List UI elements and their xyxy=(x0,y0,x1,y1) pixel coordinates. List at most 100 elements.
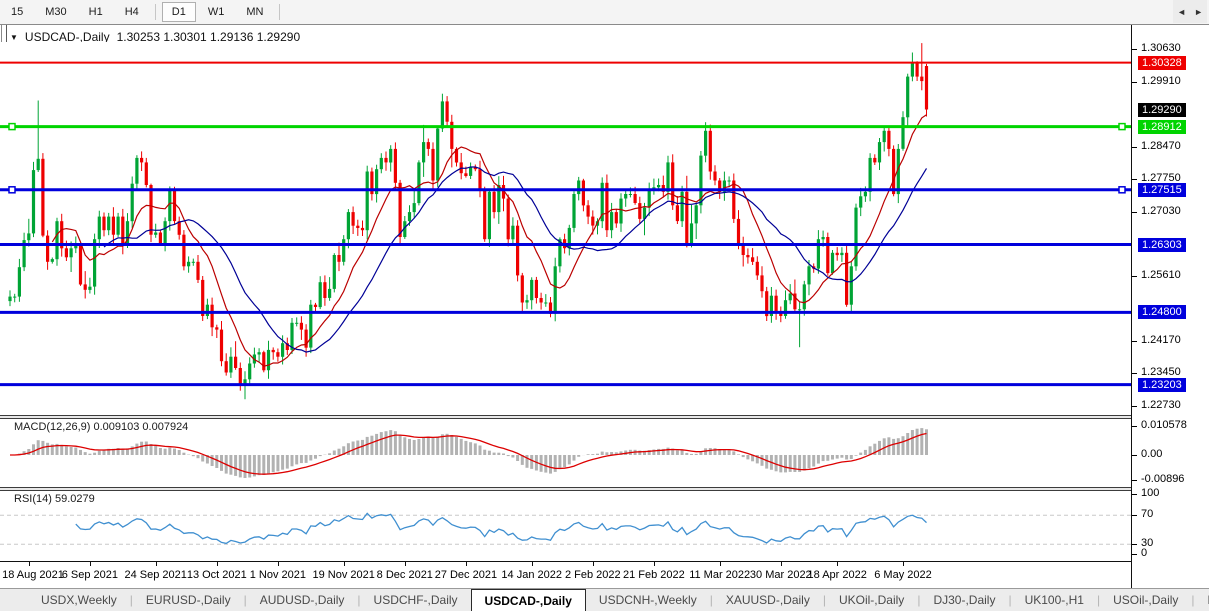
date-axis-label: 18 Apr 2022 xyxy=(807,569,867,581)
rsi-name: RSI(14) xyxy=(14,493,52,505)
axis-tick-mark xyxy=(1132,340,1137,342)
axis-tick-mark xyxy=(1132,81,1137,83)
price-axis-tick: 1.29910 xyxy=(1141,74,1181,87)
date-axis-label: 13 Oct 2021 xyxy=(186,569,247,581)
axis-tick-mark xyxy=(1132,493,1137,495)
date-tick-mark xyxy=(531,562,533,566)
axis-tick-mark xyxy=(1132,426,1137,427)
timeframe-button-W1[interactable]: W1 xyxy=(207,6,225,18)
current-price-label: 1.29290 xyxy=(1138,102,1186,117)
date-tick-mark xyxy=(343,562,345,566)
date-tick-mark xyxy=(653,562,655,566)
price-axis-tick: 1.30630 xyxy=(1141,42,1181,54)
chart-tab-ukoil-daily[interactable]: UKOil-,Daily xyxy=(838,593,905,607)
date-tick-mark xyxy=(155,562,157,566)
pane-resize-divider[interactable] xyxy=(0,415,1131,419)
price-axis: 1.30630 1.29910 1.28470 1.27750 1.27030 1.256… xyxy=(1131,25,1209,588)
chart-dropdown-icon[interactable]: ▼ xyxy=(10,32,18,42)
hline-price-label: 1.30328 xyxy=(1138,55,1186,70)
macd-axis-tick: 0.00 xyxy=(1141,448,1163,460)
price-axis-tick: 1.27750 xyxy=(1141,172,1181,185)
axis-tick-mark xyxy=(1132,405,1137,407)
date-axis-label: 6 May 2022 xyxy=(874,569,932,581)
axis-tick-mark xyxy=(1132,275,1137,277)
tab-separator: | xyxy=(822,593,826,607)
hline-price-label: 1.24800 xyxy=(1138,305,1186,320)
date-axis-label: 14 Jan 2022 xyxy=(501,569,562,581)
price-axis-tick: 1.23450 xyxy=(1141,366,1181,379)
chart-tab-eurusd-daily[interactable]: EURUSD-,Daily xyxy=(145,593,231,607)
price-chart-pane[interactable] xyxy=(0,42,1131,415)
rsi-axis-tick: 30 xyxy=(1141,537,1154,550)
macd-name: MACD(12,26,9) xyxy=(14,421,91,433)
macd-pane[interactable]: MACD(12,26,9) 0.009103 0.007924 xyxy=(0,419,1131,487)
macd-label: MACD(12,26,9) 0.009103 0.007924 xyxy=(14,421,188,433)
date-tick-mark xyxy=(89,562,91,566)
macd-axis-tick: -0.00896 xyxy=(1141,472,1185,485)
axis-tick-mark xyxy=(1132,146,1137,148)
price-axis-tick: 1.28470 xyxy=(1141,139,1181,152)
hline-price-label: 1.27515 xyxy=(1138,182,1186,197)
chart-tab-dj30-daily[interactable]: DJ30-,Daily xyxy=(933,593,996,607)
toolbar-separator xyxy=(279,4,281,20)
timeframe-button-H4[interactable]: H4 xyxy=(124,6,139,18)
date-axis: 18 Aug 2021 6 Sep 2021 24 Sep 2021 13 Oct 2… xyxy=(0,561,1131,589)
date-axis-label: 27 Dec 2021 xyxy=(434,569,498,581)
tab-separator: | xyxy=(917,593,921,607)
date-tick-mark xyxy=(216,562,218,566)
timeframe-button-15[interactable]: 15 xyxy=(11,6,24,18)
axis-tick-mark xyxy=(1132,211,1137,213)
rsi-axis-tick: 0 xyxy=(1141,547,1148,559)
date-tick-mark xyxy=(592,562,594,566)
axis-tick-mark xyxy=(1132,479,1137,481)
price-axis-tick: 1.22730 xyxy=(1141,398,1181,411)
timeframe-button-M30[interactable]: M30 xyxy=(45,6,67,18)
tab-separator: | xyxy=(1008,593,1012,607)
tab-separator: | xyxy=(1096,593,1101,607)
tab-scroll-left-icon[interactable]: ◄ xyxy=(1177,6,1187,17)
date-axis-label: 21 Feb 2022 xyxy=(623,569,685,581)
chart-tab-usdcad-daily[interactable]: USDCAD-,Daily xyxy=(470,589,586,611)
date-axis-label: 19 Nov 2021 xyxy=(312,569,375,581)
chart-tab-usoil-daily[interactable]: USOil-,Daily xyxy=(1113,593,1179,607)
chart-title-row: ▼ USDCAD-,Daily 1.30253 1.30301 1.29136 … xyxy=(10,30,300,44)
axis-tick-mark xyxy=(1132,49,1137,50)
chart-tab-usdx-weekly[interactable]: USDX,Weekly xyxy=(41,593,117,607)
date-tick-mark xyxy=(28,562,30,566)
chart-tab-hk50[interactable]: HK50-, xyxy=(1195,589,1209,611)
pane-resize-divider[interactable] xyxy=(0,487,1131,491)
rsi-label: RSI(14) 59.0279 xyxy=(14,493,95,505)
tab-separator: | xyxy=(1191,593,1195,607)
price-axis-tick: 1.27030 xyxy=(1141,204,1181,217)
price-axis-tick: 1.25610 xyxy=(1141,268,1181,281)
date-axis-label: 24 Sep 2021 xyxy=(124,569,187,581)
timeframe-button-MN[interactable]: MN xyxy=(246,6,264,18)
chart-tab-audusd-daily[interactable]: AUDUSD-,Daily xyxy=(259,593,345,607)
axis-tick-mark xyxy=(1132,554,1137,555)
axis-tick-mark xyxy=(1132,455,1137,456)
rsi-pane[interactable]: RSI(14) 59.0279 xyxy=(0,491,1131,561)
chart-tab-xauusd-daily[interactable]: XAUUSD-,Daily xyxy=(725,593,810,607)
chart-ohlc-values: 1.30253 1.30301 1.29136 1.29290 xyxy=(116,30,301,44)
timeframe-button-H1[interactable]: H1 xyxy=(88,6,103,18)
axis-tick-mark xyxy=(1132,544,1137,546)
timeframe-toolbar: 15 M30 H1 H4 D1 W1 MN xyxy=(0,0,1209,25)
rsi-axis-tick: 100 xyxy=(1141,486,1160,499)
tab-scroll-right-icon[interactable]: ► xyxy=(1194,6,1203,17)
date-axis-label: 1 Nov 2021 xyxy=(249,569,307,581)
macd-axis-tick: 0.010578 xyxy=(1141,419,1187,431)
tab-separator: | xyxy=(243,593,247,607)
date-axis-label: 6 Sep 2021 xyxy=(61,569,119,581)
chart-tab-usdchf-daily[interactable]: USDCHF-,Daily xyxy=(373,593,458,607)
hline-price-label: 1.26303 xyxy=(1138,237,1186,252)
axis-tick-mark xyxy=(1132,515,1137,517)
chart-tab-usdcnh-weekly[interactable]: USDCNH-,Weekly xyxy=(598,593,697,607)
toolbar-separator xyxy=(154,4,156,20)
date-tick-mark xyxy=(837,562,839,566)
timeframe-button-D1[interactable]: D1 xyxy=(161,2,196,22)
chart-title: USDCAD-,Daily xyxy=(24,30,110,44)
rsi-current-value: 59.0279 xyxy=(54,493,95,505)
axis-tick-mark xyxy=(1132,373,1137,375)
chart-tab-uk100-h1[interactable]: UK100-,H1 xyxy=(1024,593,1084,607)
date-axis-label: 30 Mar 2022 xyxy=(749,569,812,581)
